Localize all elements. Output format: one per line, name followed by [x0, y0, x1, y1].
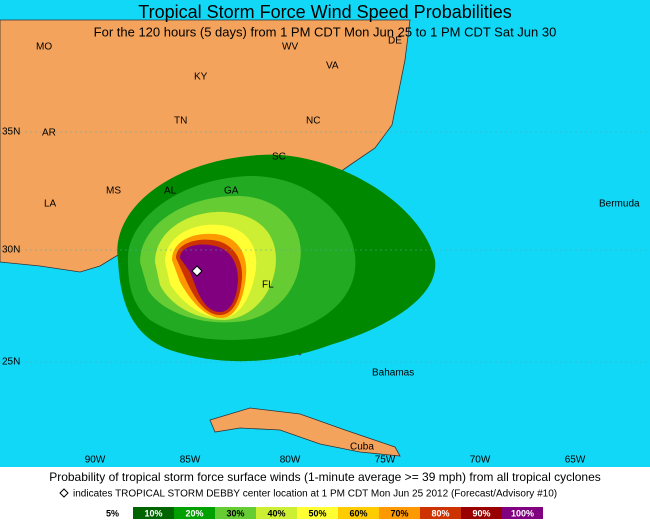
place-labels: MO WV DE VA KY TN NC AR SC MS AL GA LA F… [36, 36, 640, 453]
legend-swatch [174, 507, 215, 519]
legend-label: 40% [267, 508, 285, 518]
longitude-labels: 90W 85W 80W 75W 70W 65W [85, 455, 586, 466]
title: Tropical Storm Force Wind Speed Probabil… [138, 2, 511, 22]
place-label: Bermuda [599, 199, 640, 210]
legend-label: 30% [226, 508, 244, 518]
place-label: LA [44, 199, 57, 210]
place-label: GA [224, 186, 239, 197]
probability-contours [117, 154, 436, 362]
place-label: TN [174, 116, 187, 127]
place-label: FL [262, 280, 274, 291]
contour [180, 244, 238, 312]
legend-swatch [92, 507, 133, 519]
legend-swatch [379, 507, 420, 519]
legend-swatch [502, 507, 543, 519]
subtitle: For the 120 hours (5 days) from 1 PM CDT… [94, 24, 557, 39]
legend-label: 70% [390, 508, 408, 518]
legend-swatch [297, 507, 338, 519]
legend-label: 60% [349, 508, 367, 518]
legend-swatch [420, 507, 461, 519]
lon-label: 75W [375, 455, 396, 466]
lon-label: 65W [565, 455, 586, 466]
lat-label: 30N [2, 245, 20, 256]
place-label: AR [42, 128, 56, 139]
legend-swatch [338, 507, 379, 519]
legend-swatch [215, 507, 256, 519]
place-label: Bahamas [372, 368, 414, 379]
lon-label: 85W [180, 455, 201, 466]
legend-label: 50% [308, 508, 326, 518]
place-label: Cuba [350, 442, 374, 453]
legend-label: 80% [431, 508, 449, 518]
caption: Probability of tropical storm force surf… [49, 470, 601, 484]
place-label: MO [36, 42, 52, 53]
legend-swatch [256, 507, 297, 519]
storm-center [191, 265, 203, 277]
note: indicates TROPICAL STORM DEBBY center lo… [73, 489, 557, 500]
place-label: WV [282, 42, 298, 53]
place-label: DE [388, 36, 402, 47]
legend-label: 20% [185, 508, 203, 518]
legend-swatch [461, 507, 502, 519]
legend-label: 90% [472, 508, 490, 518]
lat-label: 35N [2, 127, 20, 138]
lon-label: 90W [85, 455, 106, 466]
place-label: AL [164, 186, 177, 197]
place-label: SC [272, 152, 286, 163]
latitude-labels: 35N 30N 25N [2, 127, 20, 368]
lat-label: 25N [2, 357, 20, 368]
land-cuba [209, 407, 401, 457]
legend-label: 5% [106, 508, 119, 518]
lon-label: 80W [280, 455, 301, 466]
lon-label: 70W [470, 455, 491, 466]
place-label: NC [306, 116, 320, 127]
legend-label: 10% [144, 508, 162, 518]
legend-swatch [133, 507, 174, 519]
lat-lon-grid [0, 131, 650, 363]
legend-label: 100% [511, 508, 534, 518]
place-label: MS [106, 186, 121, 197]
place-label: VA [326, 61, 339, 72]
legend: 5% 10% 20% 30% 40% 50% 60% 70% 80% 90% 100% [92, 507, 543, 519]
place-label: KY [194, 72, 208, 83]
diamond-icon [59, 488, 69, 498]
